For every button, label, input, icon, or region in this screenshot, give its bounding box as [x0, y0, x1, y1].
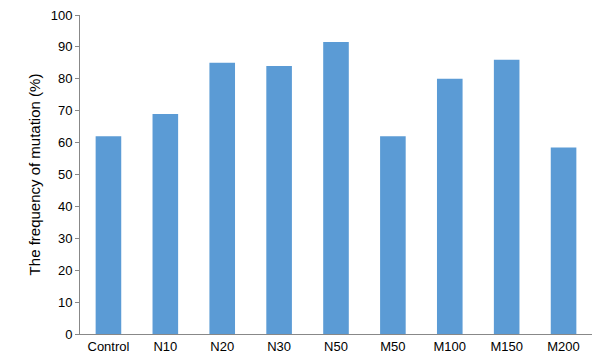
svg-text:60: 60: [58, 135, 72, 150]
svg-text:N20: N20: [210, 339, 234, 354]
svg-text:M50: M50: [380, 339, 405, 354]
svg-text:M200: M200: [547, 339, 580, 354]
svg-text:N10: N10: [153, 339, 177, 354]
svg-text:70: 70: [58, 103, 72, 118]
svg-text:100: 100: [51, 8, 73, 23]
svg-text:M150: M150: [490, 339, 523, 354]
svg-text:N30: N30: [267, 339, 291, 354]
svg-text:80: 80: [58, 71, 72, 86]
svg-text:30: 30: [58, 231, 72, 246]
svg-text:Control: Control: [87, 339, 129, 354]
svg-text:10: 10: [58, 295, 72, 310]
svg-text:20: 20: [58, 263, 72, 278]
svg-text:90: 90: [58, 39, 72, 54]
svg-text:The frequency of mutation (%): The frequency of mutation (%): [26, 74, 43, 276]
svg-text:M100: M100: [434, 339, 467, 354]
svg-text:40: 40: [58, 199, 72, 214]
svg-text:0: 0: [65, 327, 72, 342]
svg-text:50: 50: [58, 167, 72, 182]
svg-text:N50: N50: [324, 339, 348, 354]
